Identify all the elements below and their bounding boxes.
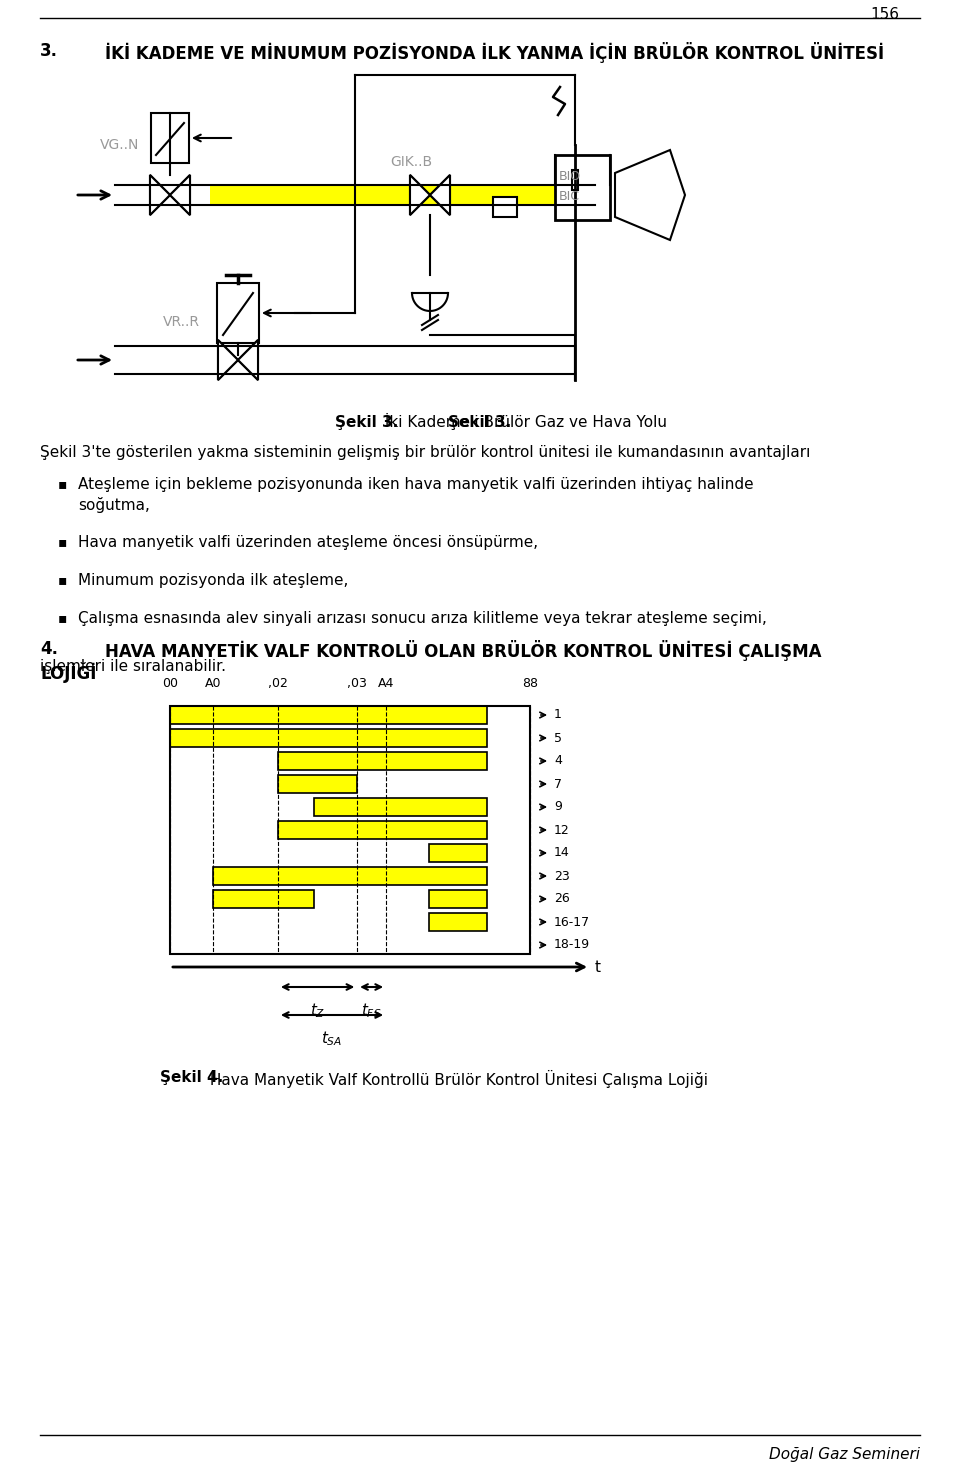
Text: Çalışma esnasında alev sinyali arızası sonucu arıza kilitleme veya tekrar ateşle: Çalışma esnasında alev sinyali arızası s… — [78, 611, 767, 626]
Text: 1: 1 — [554, 709, 562, 722]
Text: Şekil 3.: Şekil 3. — [448, 415, 512, 430]
Text: $t_{FS}$: $t_{FS}$ — [361, 1001, 382, 1019]
Text: 16-17: 16-17 — [554, 915, 590, 928]
Text: LOJİĞİ: LOJİĞİ — [40, 662, 96, 683]
Bar — [213, 867, 487, 885]
Text: $t_Z$: $t_Z$ — [310, 1001, 325, 1019]
Text: ▪: ▪ — [58, 535, 67, 550]
Text: 5: 5 — [554, 731, 562, 744]
Polygon shape — [238, 341, 258, 380]
Text: Hava manyetik valfi üzerinden ateşleme öncesi önsüpürme,: Hava manyetik valfi üzerinden ateşleme ö… — [78, 535, 539, 550]
Text: ▪: ▪ — [58, 611, 67, 624]
Text: 12: 12 — [554, 823, 569, 836]
Text: 3.: 3. — [40, 42, 58, 60]
Text: 26: 26 — [554, 892, 569, 905]
Text: İki Kademeli Brülör Gaz ve Hava Yolu: İki Kademeli Brülör Gaz ve Hava Yolu — [380, 415, 667, 430]
Text: 4: 4 — [554, 754, 562, 768]
Text: Ateşleme için bekleme pozisyonunda iken hava manyetik valfi üzerinden ihtiyaç ha: Ateşleme için bekleme pozisyonunda iken … — [78, 477, 754, 493]
Polygon shape — [150, 175, 170, 215]
Polygon shape — [170, 175, 190, 215]
Polygon shape — [430, 175, 450, 215]
Bar — [572, 170, 578, 190]
Text: Şekil 4.: Şekil 4. — [160, 1070, 224, 1085]
Bar — [210, 186, 560, 205]
Text: İKİ KADEME VE MİNUMUM POZİSYONDA İLK YANMA İÇİN BRÜLÖR KONTROL ÜNİTESİ: İKİ KADEME VE MİNUMUM POZİSYONDA İLK YAN… — [105, 42, 884, 63]
Polygon shape — [615, 151, 685, 240]
Bar — [278, 751, 487, 770]
Text: VG..N: VG..N — [100, 137, 139, 152]
Text: GIK..B: GIK..B — [390, 155, 432, 170]
Text: 7: 7 — [554, 778, 562, 791]
Bar — [429, 890, 487, 908]
Text: 9: 9 — [554, 801, 562, 813]
Text: işlemleri ile sıralanabilir.: işlemleri ile sıralanabilir. — [40, 659, 226, 674]
Text: ,03: ,03 — [348, 677, 367, 690]
Text: Hava Manyetik Valf Kontrollü Brülör Kontrol Ünitesi Çalışma Lojiği: Hava Manyetik Valf Kontrollü Brülör Kont… — [205, 1070, 708, 1088]
Text: ,02: ,02 — [268, 677, 288, 690]
Text: A0: A0 — [204, 677, 222, 690]
Text: Şekil 3'te gösterilen yakma sisteminin gelişmiş bir brülör kontrol ünitesi ile k: Şekil 3'te gösterilen yakma sisteminin g… — [40, 444, 810, 461]
Text: t: t — [595, 959, 601, 975]
Polygon shape — [238, 341, 258, 380]
Polygon shape — [218, 341, 238, 380]
Bar — [217, 284, 259, 344]
Text: soğutma,: soğutma, — [78, 497, 150, 513]
Text: 156: 156 — [870, 7, 899, 22]
Text: 14: 14 — [554, 846, 569, 860]
Bar — [493, 197, 517, 216]
Polygon shape — [410, 175, 430, 215]
Text: HAVA MANYЕТİK VALF KONTROLÜ OLAN BRÜLÖR KONTROL ÜNİTESİ ÇALIŞMA: HAVA MANYЕТİK VALF KONTROLÜ OLAN BRÜLÖR … — [105, 640, 822, 661]
Text: Şekil 3.: Şekil 3. — [335, 415, 398, 430]
Text: 00: 00 — [162, 677, 178, 690]
Bar — [555, 155, 610, 219]
Bar — [213, 890, 314, 908]
Bar — [429, 844, 487, 863]
Bar — [278, 775, 357, 792]
Text: $t_{SA}$: $t_{SA}$ — [322, 1029, 343, 1048]
Text: ▪: ▪ — [58, 477, 67, 491]
Text: Minumum pozisyonda ilk ateşleme,: Minumum pozisyonda ilk ateşleme, — [78, 573, 348, 588]
Polygon shape — [150, 175, 170, 215]
Bar — [170, 706, 530, 955]
Bar — [278, 822, 487, 839]
Text: BIO: BIO — [559, 170, 581, 183]
Text: ▪: ▪ — [58, 573, 67, 588]
Bar — [151, 113, 189, 162]
Text: 23: 23 — [554, 870, 569, 883]
Polygon shape — [170, 175, 190, 215]
Text: Doğal Gaz Semineri: Doğal Gaz Semineri — [769, 1447, 920, 1462]
Bar — [170, 706, 487, 724]
Text: VR..R: VR..R — [163, 314, 200, 329]
Text: BIC: BIC — [559, 190, 580, 203]
Text: 4.: 4. — [40, 640, 58, 658]
Text: A4: A4 — [378, 677, 395, 690]
Polygon shape — [410, 175, 430, 215]
Text: 88: 88 — [522, 677, 538, 690]
Polygon shape — [430, 175, 450, 215]
Bar — [170, 730, 487, 747]
Bar — [429, 912, 487, 931]
Bar — [314, 798, 487, 816]
Polygon shape — [218, 341, 238, 380]
Text: 18-19: 18-19 — [554, 939, 590, 952]
